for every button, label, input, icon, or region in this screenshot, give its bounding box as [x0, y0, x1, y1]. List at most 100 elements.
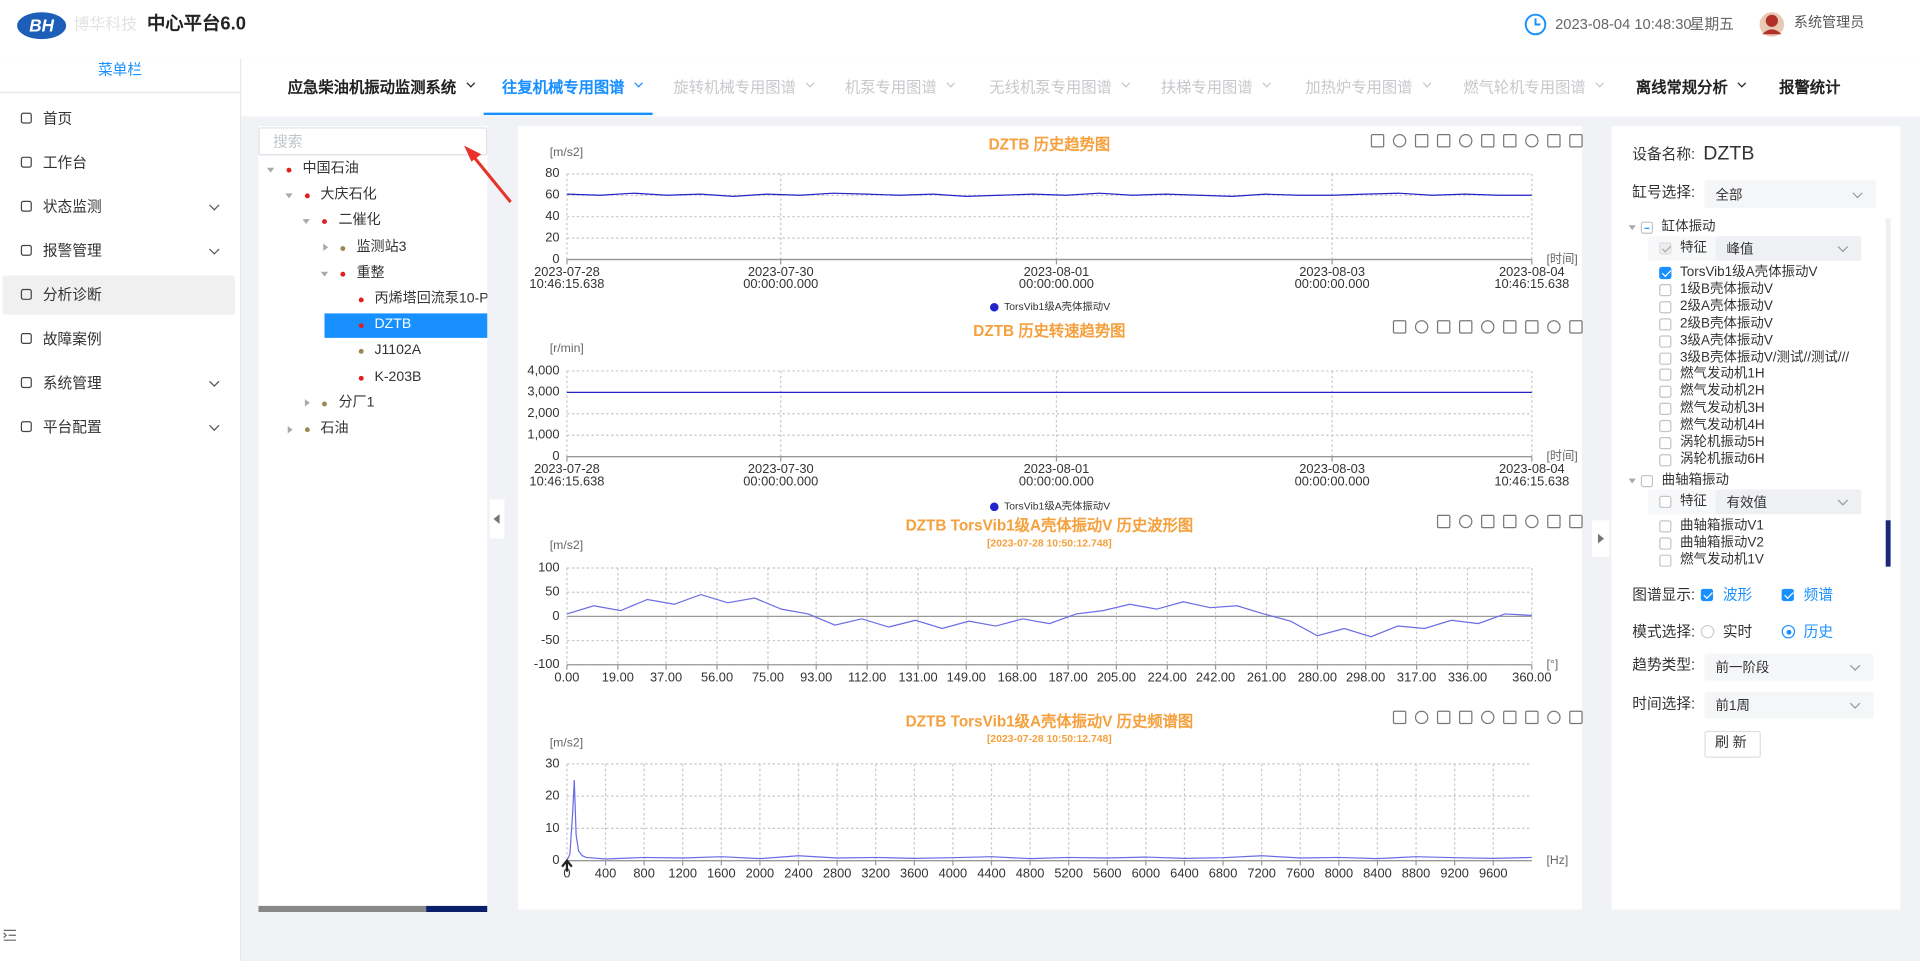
tab[interactable]: 无线机泵专用图谱 [989, 74, 1131, 97]
menu-item[interactable]: 分析诊断 [2, 275, 236, 315]
channel-checkbox[interactable] [1659, 402, 1672, 416]
x-tick-label: 2023-07-30 00:00:00.000 [743, 264, 818, 291]
y-tick-label: 30 [545, 755, 559, 770]
channel-checkbox[interactable] [1659, 266, 1672, 280]
menu-item[interactable]: 故障案例 [2, 320, 235, 359]
menu-item[interactable]: 首页 [2, 99, 235, 138]
tab[interactable]: 加热炉专用图谱 [1305, 74, 1431, 97]
channel-checkbox[interactable] [1659, 300, 1672, 314]
status-dot [358, 349, 364, 355]
menu-item[interactable]: 报警管理 [2, 231, 235, 270]
menu-item[interactable]: 系统管理 [2, 364, 235, 403]
tree-node[interactable]: 中国石油 [258, 158, 487, 182]
tab[interactable]: 报警统计 [1779, 74, 1840, 97]
menu-label: 首页 [42, 109, 73, 128]
x-tick-label: 4000 [939, 865, 968, 880]
channel-checkbox[interactable] [1659, 334, 1672, 348]
toolbar-icon [1458, 320, 1473, 334]
legend-label: TorsVib1级A壳体振动V [1004, 300, 1110, 313]
x-tick-label: 2023-07-28 10:46:15.638 [529, 264, 604, 291]
collapse-left[interactable] [489, 499, 505, 539]
feature-select[interactable]: 有效值 [1715, 489, 1862, 514]
tab[interactable]: 离线常规分析 [1635, 74, 1747, 97]
tree-node[interactable]: 石油 [258, 417, 487, 441]
feature-select[interactable]: 峰值 [1715, 236, 1862, 261]
tab-label: 离线常规分析 [1635, 78, 1728, 97]
cylinder-select[interactable]: 全部 [1704, 179, 1876, 209]
scrollbar-thumb[interactable] [426, 905, 488, 913]
logo-text: BH [29, 15, 54, 35]
x-tick-label: 9600 [1479, 865, 1508, 880]
avatar[interactable] [1758, 11, 1785, 38]
logo-shape [17, 12, 67, 40]
tab[interactable]: 往复机械专用图谱 [502, 74, 643, 97]
sidebar: 菜单栏 首页 工作台 状态监测 报警管理 分析诊断 故障案例 系统管理 平台配置 [0, 58, 242, 961]
feature-checkbox[interactable] [1659, 495, 1672, 508]
tree-node[interactable]: DZTB [258, 313, 488, 339]
tab[interactable]: 扶梯专用图谱 [1161, 74, 1272, 97]
tree-node[interactable]: 丙烯塔回流泵10-P- [258, 288, 487, 312]
group-checkbox[interactable] [1640, 474, 1654, 487]
menu-label: 系统管理 [42, 374, 102, 392]
annotation-arrow [471, 154, 512, 203]
x-tick-label: 2800 [823, 865, 852, 880]
menu-item[interactable]: 状态监测 [2, 187, 235, 226]
menu-item[interactable]: 工作台 [2, 143, 235, 182]
tab-label: 往复机械专用图谱 [502, 78, 625, 97]
x-tick-label: 2023-07-30 00:00:00.000 [743, 461, 818, 488]
refresh-button[interactable]: 刷新 [1704, 730, 1761, 758]
group-checkbox[interactable] [1640, 221, 1654, 234]
search-box[interactable]: 搜索 [258, 127, 488, 156]
display-checkbox[interactable] [1700, 588, 1714, 602]
toolbar-icon [1436, 710, 1451, 725]
tab-label: 机泵专用图谱 [844, 78, 937, 97]
tree-node[interactable]: 二催化 [258, 210, 487, 234]
channel-checkbox[interactable] [1659, 283, 1672, 297]
node-label: 分厂1 [338, 395, 375, 410]
menu-label: 分析诊断 [42, 286, 102, 304]
datetime: 2023-08-04 10:48:30 [1555, 15, 1692, 33]
channel-checkbox[interactable] [1659, 454, 1672, 467]
tree-node[interactable]: 监测站3 [258, 236, 487, 260]
menu-item[interactable]: 平台配置 [2, 408, 235, 447]
menu-icon [20, 421, 32, 433]
user-name[interactable]: 系统管理员 [1793, 16, 1865, 31]
collapse-right[interactable] [1591, 520, 1609, 558]
y-axis-unit: [m/s2] [550, 735, 583, 749]
tree-node[interactable]: 分厂1 [258, 391, 487, 415]
channel-checkbox[interactable] [1659, 351, 1672, 365]
x-tick-label: 3200 [861, 865, 890, 880]
trend-select[interactable]: 前一阶段 [1704, 653, 1874, 681]
channel-checkbox[interactable] [1659, 385, 1672, 399]
scrollbar-thumb[interactable] [1885, 520, 1891, 567]
channel-checkbox[interactable] [1659, 554, 1672, 567]
x-tick-label: 2000 [746, 865, 775, 880]
x-tick-label: 280.00 [1298, 670, 1337, 685]
mode-radio[interactable] [1781, 624, 1796, 639]
x-tick-label: 6400 [1170, 865, 1199, 880]
display-checkbox[interactable] [1781, 588, 1794, 602]
tab[interactable]: 机泵专用图谱 [844, 74, 956, 97]
mode-radio[interactable] [1700, 624, 1715, 639]
time-select[interactable]: 前1周 [1704, 691, 1874, 719]
tree-node[interactable]: 大庆石化 [258, 184, 487, 208]
y-axis-unit: [m/s2] [550, 145, 583, 159]
tab[interactable]: 应急柴油机振动监测系统 [288, 74, 475, 97]
tab[interactable]: 燃气轮机专用图谱 [1463, 74, 1605, 97]
status-dot [340, 271, 346, 277]
feature-checkbox[interactable] [1659, 242, 1672, 255]
channel-checkbox[interactable] [1659, 520, 1672, 533]
tree-node[interactable]: K-203B [258, 366, 487, 390]
channel-checkbox[interactable] [1659, 420, 1672, 433]
channel-checkbox[interactable] [1659, 437, 1672, 450]
channel-checkbox[interactable] [1659, 537, 1672, 550]
menu-icon [20, 244, 32, 256]
tree-node[interactable]: 重整 [258, 262, 487, 286]
tab[interactable]: 旋转机械专用图谱 [673, 74, 815, 97]
channel-checkbox[interactable] [1659, 368, 1672, 382]
toolbar-icon [1392, 134, 1407, 148]
tree-node[interactable]: J1102A [258, 340, 487, 364]
channel-checkbox[interactable] [1659, 317, 1672, 331]
collapse-menu-icon[interactable] [2, 928, 17, 943]
